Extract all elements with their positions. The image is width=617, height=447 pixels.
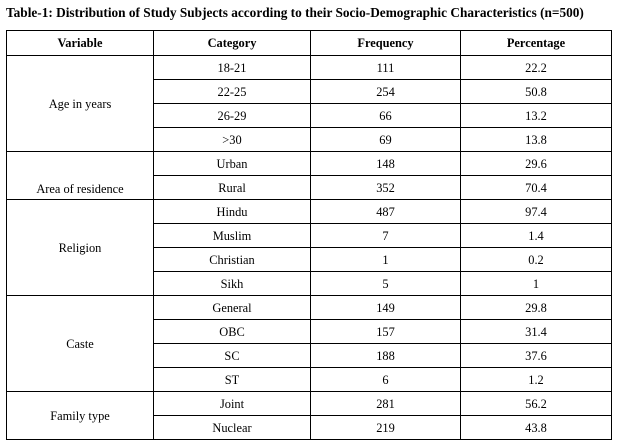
frequency-cell: 66 [310, 103, 461, 128]
table-row: >30 69 13.8 [7, 127, 612, 152]
frequency-cell: 111 [310, 55, 461, 80]
percentage-cell: 1.4 [460, 223, 612, 248]
percentage-cell: 37.6 [460, 343, 612, 368]
percentage-cell: 1.2 [460, 367, 612, 392]
percentage-cell: 97.4 [460, 199, 612, 224]
percentage-cell: 43.8 [460, 415, 612, 440]
category-cell: Nuclear [153, 415, 311, 440]
frequency-cell: 254 [310, 79, 461, 104]
category-cell: OBC [153, 319, 311, 344]
demographics-table: Variable Category Frequency Percentage A… [6, 30, 612, 440]
category-cell: Sikh [153, 271, 311, 296]
table-row: Age in years 18-21 111 22.2 [6, 55, 612, 152]
percentage-cell: 13.8 [460, 127, 612, 152]
category-cell: 26-29 [153, 103, 311, 128]
frequency-cell: 157 [310, 319, 461, 344]
frequency-cell: 1 [310, 247, 461, 272]
frequency-cell: 219 [310, 415, 461, 440]
variable-area-of-residence: Area of residence [6, 151, 154, 200]
category-cell: Urban [153, 151, 311, 176]
variable-age: Age in years [6, 55, 154, 152]
percentage-cell: 13.2 [460, 103, 612, 128]
header-variable: Variable [6, 30, 154, 56]
category-cell: Hindu [153, 199, 311, 224]
frequency-cell: 149 [310, 295, 461, 320]
frequency-cell: 281 [310, 391, 461, 416]
percentage-cell: 0.2 [460, 247, 612, 272]
percentage-cell: 56.2 [460, 391, 612, 416]
frequency-cell: 188 [310, 343, 461, 368]
header-category: Category [153, 30, 311, 56]
category-cell: SC [153, 343, 311, 368]
frequency-cell: 7 [310, 223, 461, 248]
frequency-cell: 148 [310, 151, 461, 176]
category-cell: Christian [153, 247, 311, 272]
percentage-cell: 29.8 [460, 295, 612, 320]
category-cell: Joint [153, 391, 311, 416]
variable-religion: Religion [6, 199, 154, 296]
table-row: SC 188 37.6 [7, 343, 612, 368]
table-caption: Table-1: Distribution of Study Subjects … [6, 5, 584, 20]
percentage-cell: 50.8 [460, 79, 612, 104]
frequency-cell: 487 [310, 199, 461, 224]
percentage-cell: 70.4 [460, 175, 612, 200]
frequency-cell: 6 [310, 367, 461, 392]
table-row: Sikh 5 1 [7, 271, 612, 296]
table-row: Religion Hindu 487 97.4 [6, 199, 612, 296]
category-cell: Muslim [153, 223, 311, 248]
category-cell: >30 [153, 127, 311, 152]
header-frequency: Frequency [310, 30, 461, 56]
table-row: 26-29 66 13.2 [7, 103, 612, 128]
table-row: Nuclear 219 43.8 [7, 415, 612, 440]
table-row: ST 6 1.2 [7, 367, 612, 392]
category-cell: Rural [153, 175, 311, 200]
percentage-cell: 31.4 [460, 319, 612, 344]
frequency-cell: 69 [310, 127, 461, 152]
table-row: Family type Joint 281 56.2 [6, 391, 612, 440]
frequency-cell: 352 [310, 175, 461, 200]
percentage-cell: 1 [460, 271, 612, 296]
table-row: Caste General 149 29.8 [6, 295, 612, 392]
variable-caste: Caste [6, 295, 154, 392]
category-cell: 22-25 [153, 79, 311, 104]
table-row: 22-25 254 50.8 [7, 79, 612, 104]
table-row: Christian 1 0.2 [7, 247, 612, 272]
table-row: Rural 352 70.4 [7, 175, 612, 200]
header-row: Variable Category Frequency Percentage [6, 30, 612, 56]
header-percentage: Percentage [460, 30, 612, 56]
variable-family-type: Family type [6, 391, 154, 440]
percentage-cell: 29.6 [460, 151, 612, 176]
frequency-cell: 5 [310, 271, 461, 296]
table-row: OBC 157 31.4 [7, 319, 612, 344]
percentage-cell: 22.2 [460, 55, 612, 80]
category-cell: General [153, 295, 311, 320]
table-row: Area of residence Urban 148 29.6 [6, 151, 612, 200]
category-cell: 18-21 [153, 55, 311, 80]
category-cell: ST [153, 367, 311, 392]
